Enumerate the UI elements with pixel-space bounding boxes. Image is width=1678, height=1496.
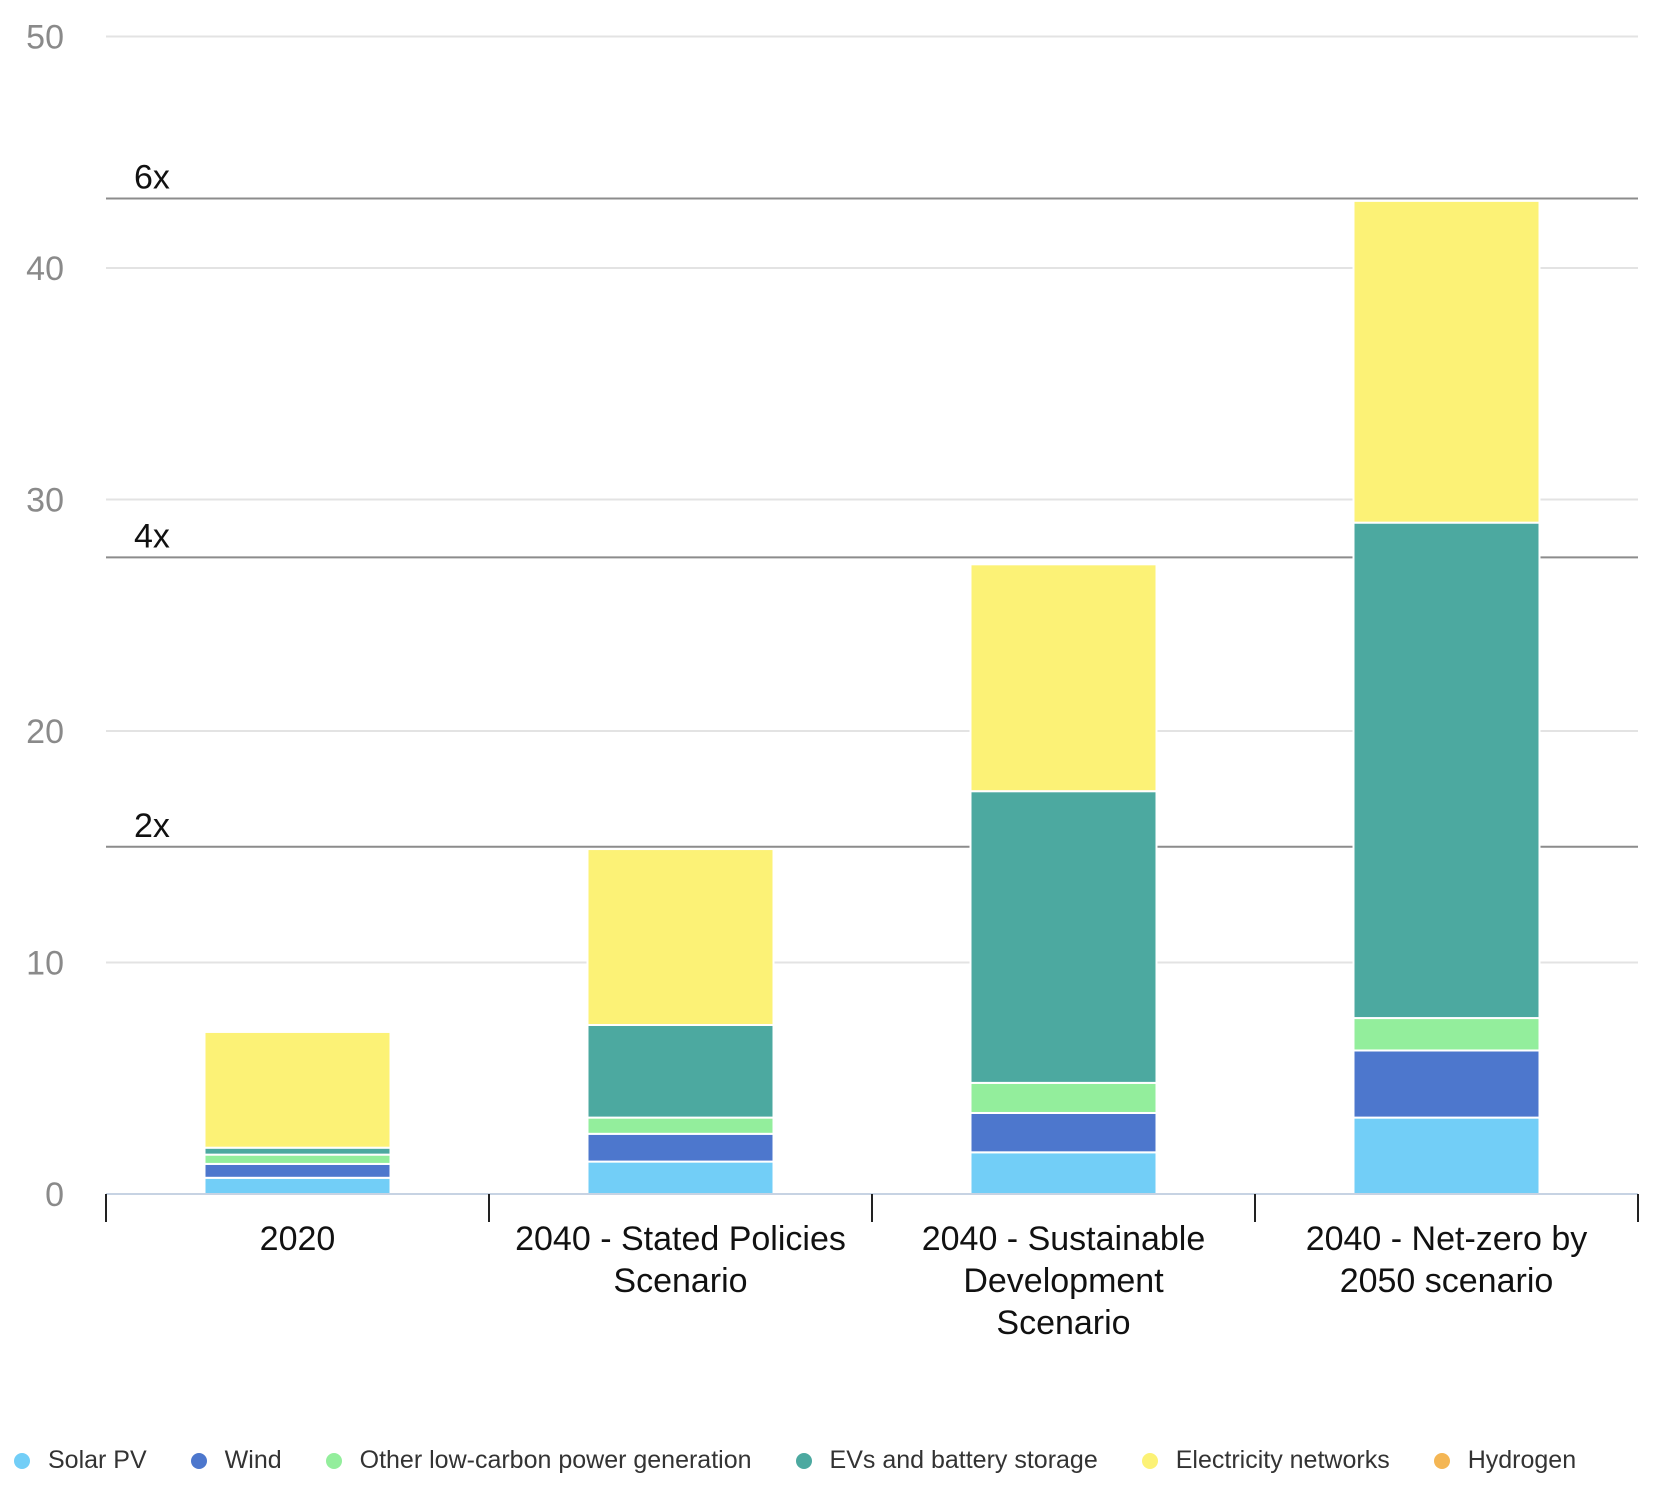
reference-line-label: 2x (134, 807, 170, 845)
stacked-bar-chart: 0 10 20 30 40 50 2x 4x 6x 2020 2040 - Stated Polic… (26, 19, 1639, 1342)
legend-item[interactable]: Electricity networks (1141, 1446, 1390, 1475)
legend-swatch (1433, 1452, 1450, 1469)
legend-swatch (14, 1452, 30, 1469)
legend-item[interactable]: Other low-carbon power generation (325, 1446, 752, 1475)
bar-segment (586, 1024, 775, 1119)
x-tick-label-line: Scenario (613, 1262, 747, 1300)
x-tick-label: 2040 - Net-zero by 2050 scenario (1306, 1220, 1588, 1300)
x-tick-label-line: 2050 scenario (1340, 1262, 1554, 1300)
y-tick-label: 50 (26, 19, 64, 57)
bar-segment (969, 563, 1158, 793)
x-tick-label-line: 2040 - Net-zero by (1306, 1220, 1588, 1258)
legend-label: EVs and battery storage (829, 1446, 1098, 1474)
x-tick-label: 2040 - Sustainable Development Scenario (922, 1220, 1206, 1342)
chart-legend: Solar PV Wind Other low-carbon power gener… (14, 1446, 1576, 1475)
bar-segment (586, 1160, 775, 1195)
y-tick-label: 10 (26, 945, 64, 983)
bar-segment (969, 1081, 1158, 1114)
bar-segment (969, 1151, 1158, 1195)
legend-item[interactable]: EVs and battery storage (795, 1446, 1098, 1475)
x-tick-label-line: 2040 - Stated Policies (515, 1220, 846, 1258)
bar-segment (1352, 199, 1541, 524)
legend-swatch (795, 1452, 812, 1469)
bar-segment (203, 1162, 392, 1179)
y-tick-label: 30 (26, 482, 64, 520)
y-tick-label: 0 (45, 1176, 64, 1214)
legend-item[interactable]: Solar PV (14, 1446, 147, 1475)
x-tick-label: 2020 (260, 1220, 336, 1258)
bar-segment (586, 1116, 775, 1135)
x-tick-label-line: Scenario (996, 1304, 1130, 1342)
bar-segment (1352, 521, 1541, 1020)
bar-segment (203, 1030, 392, 1149)
bar-segment (1352, 1049, 1541, 1119)
legend-swatch (325, 1452, 342, 1469)
reference-line-label: 6x (134, 159, 170, 197)
bar-segment (586, 1132, 775, 1163)
x-tick-label: 2040 - Stated Policies Scenario (515, 1220, 846, 1300)
x-tick-label-line: 2040 - Sustainable (922, 1220, 1206, 1258)
bar-segment (969, 1111, 1158, 1154)
y-tick-label: 40 (26, 250, 64, 288)
legend-label: Other low-carbon power generation (359, 1446, 752, 1474)
bar-segment (203, 1176, 392, 1196)
reference-line-label: 4x (134, 517, 170, 555)
bar-segment (203, 1153, 392, 1165)
bar-segment (586, 848, 775, 1027)
legend-swatch (190, 1452, 207, 1469)
bar-segment (203, 1146, 392, 1156)
legend-item[interactable]: Hydrogen (1433, 1446, 1577, 1475)
legend-label: Wind (224, 1446, 282, 1474)
y-tick-label: 20 (26, 713, 64, 751)
legend-label: Hydrogen (1467, 1446, 1577, 1474)
bar-segment (1352, 1017, 1541, 1052)
bar-segment (969, 790, 1158, 1084)
legend-label: Electricity networks (1175, 1446, 1390, 1474)
x-tick-label-line: Development (963, 1262, 1164, 1300)
bar-segment (1352, 1116, 1541, 1195)
legend-label: Solar PV (48, 1446, 147, 1474)
legend-swatch (1141, 1452, 1158, 1469)
x-tick-label-line: 2020 (260, 1220, 336, 1258)
legend-item[interactable]: Wind (190, 1446, 282, 1475)
